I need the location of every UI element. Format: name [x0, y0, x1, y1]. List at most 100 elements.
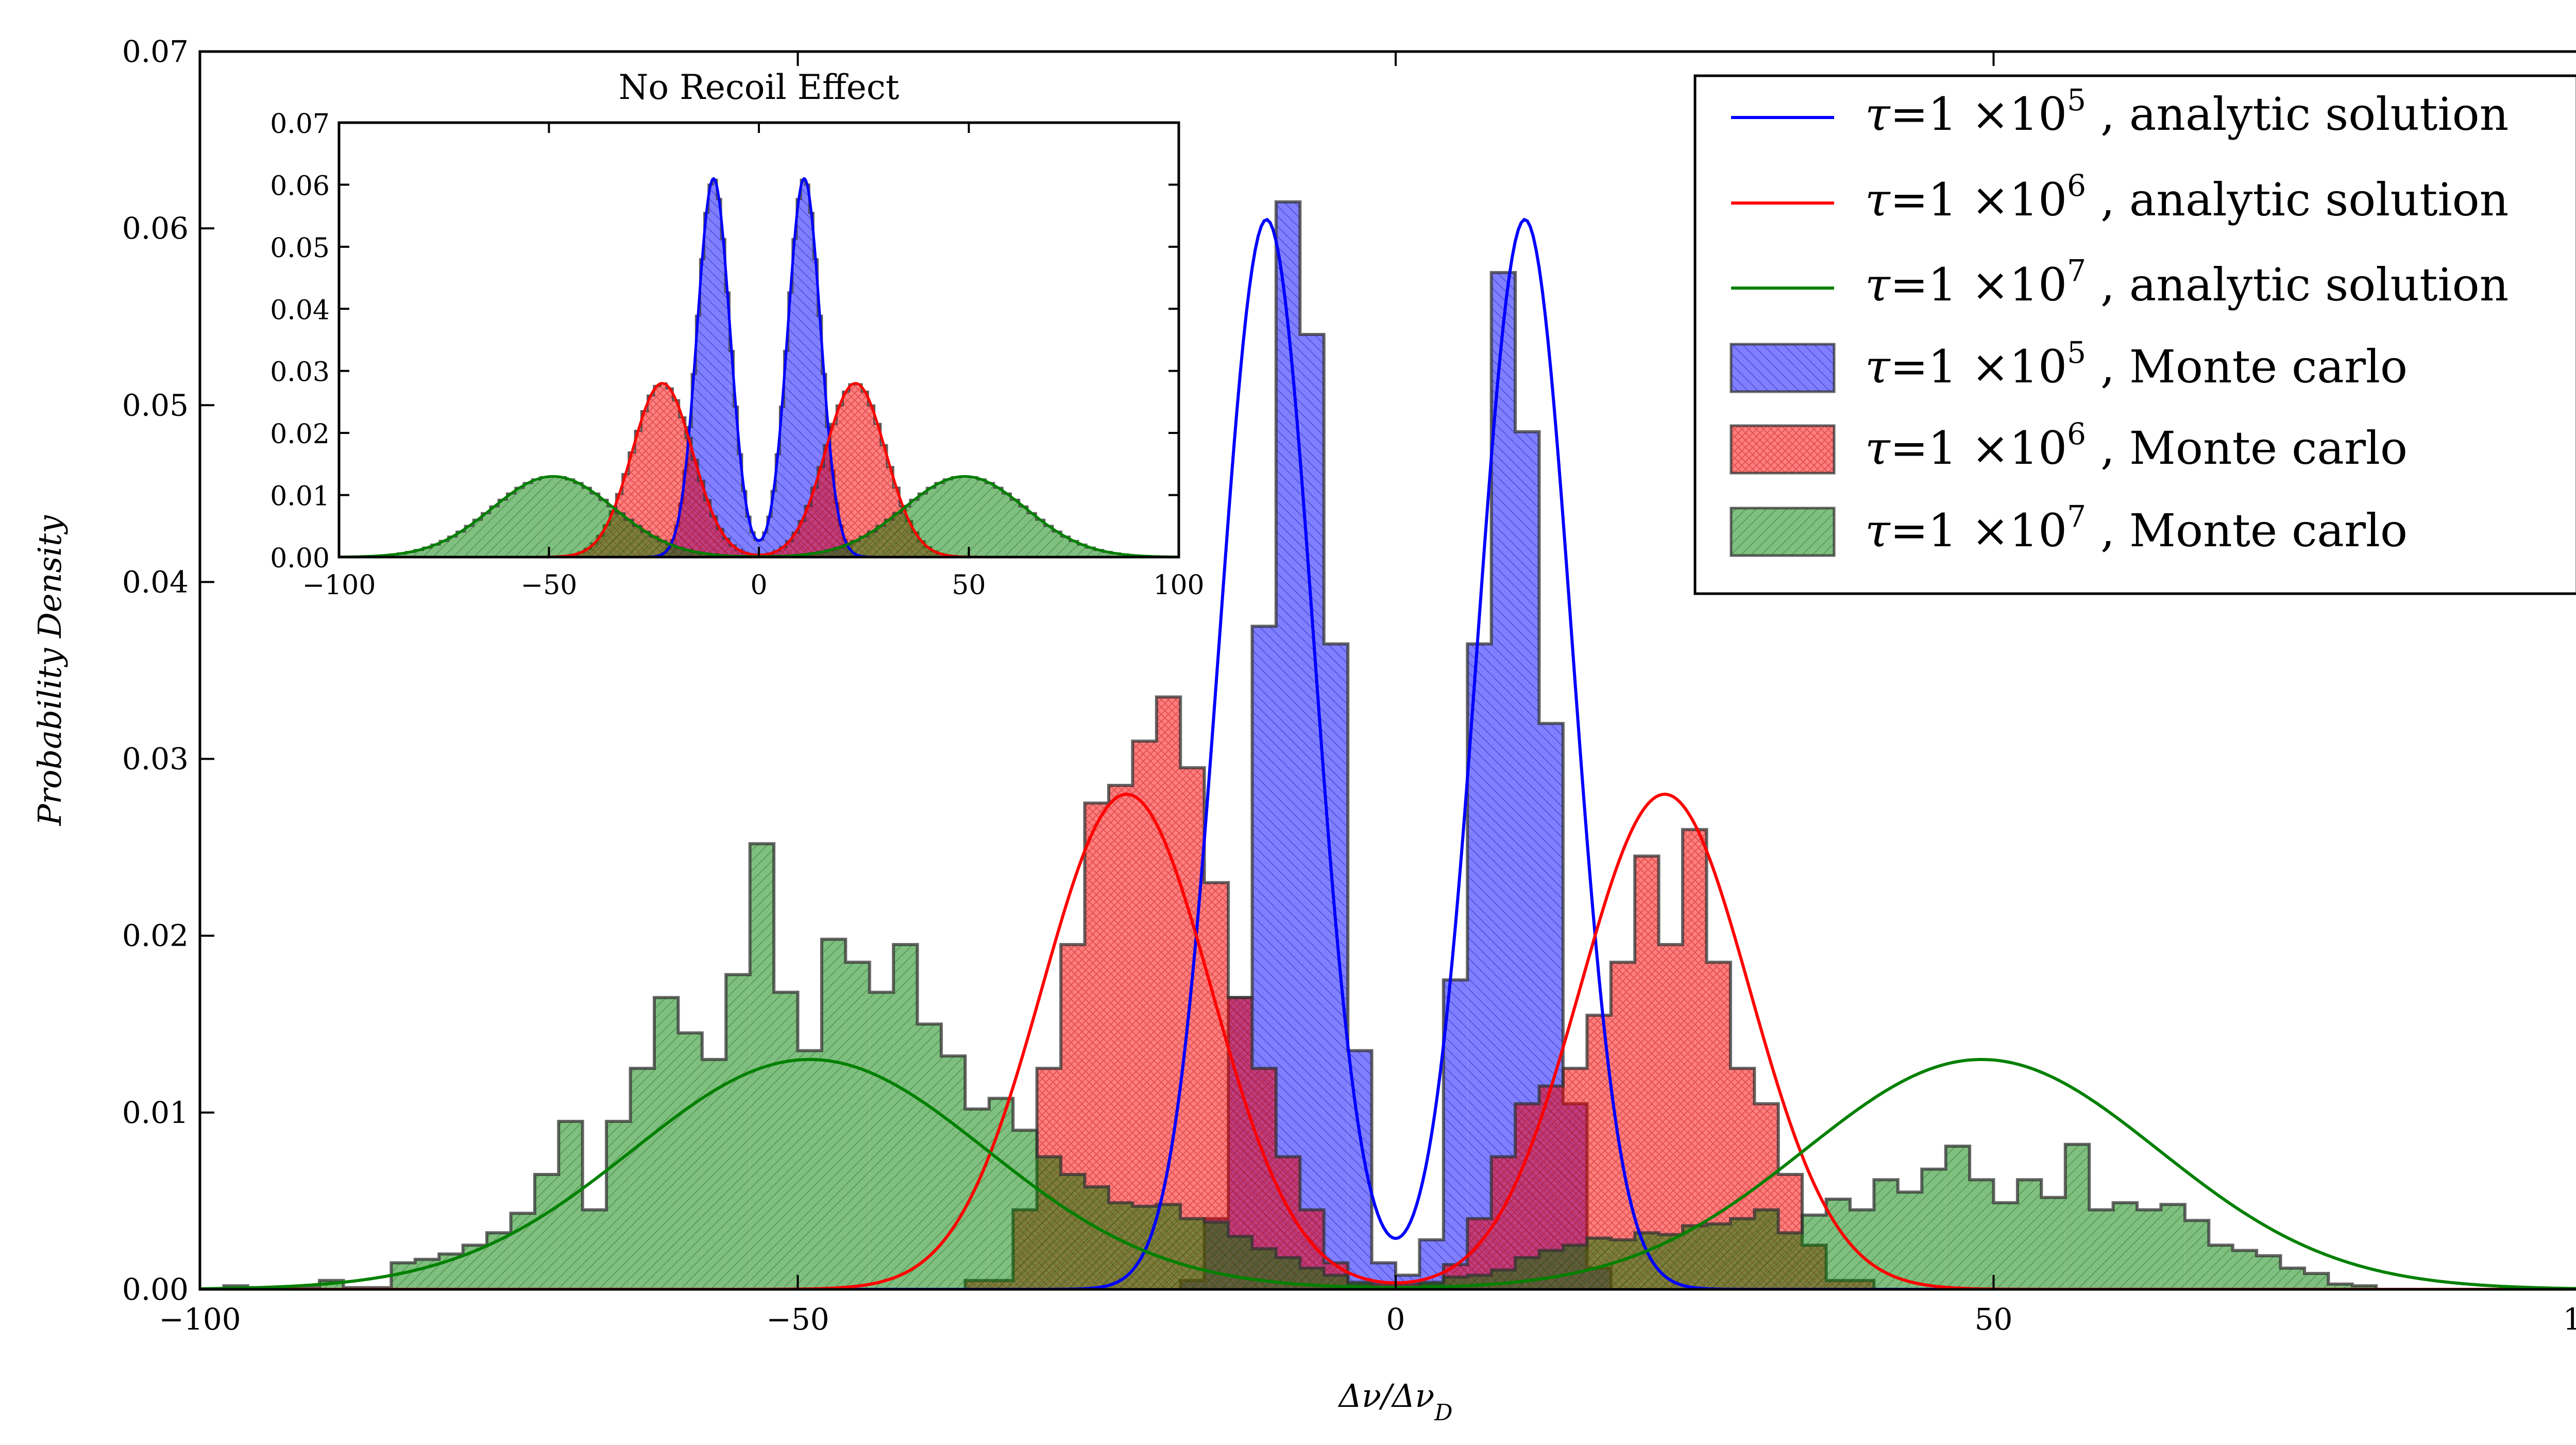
main-bar-green: [821, 939, 846, 1289]
inset-bar-green: [523, 483, 532, 557]
inset-bar-blue: [759, 540, 764, 557]
inset-bar-green: [473, 519, 482, 557]
inset-bar-green: [868, 531, 877, 557]
main-xtick-label: 100: [2563, 1302, 2576, 1337]
inset-bar-green: [507, 493, 516, 557]
main-bar-red: [1180, 767, 1205, 1289]
inset-bar-green: [943, 479, 952, 557]
inset-bar-blue: [801, 179, 805, 557]
inset-bar-green: [498, 499, 507, 557]
inset-bar-blue: [834, 503, 839, 557]
inset-bar-blue: [767, 516, 772, 557]
main-bar-green: [1013, 1130, 1037, 1289]
legend-label: τ=1 ×105 , Monte carlo: [1865, 335, 2408, 393]
inset-bar-green: [1070, 541, 1078, 557]
inset-bar-green: [700, 553, 709, 557]
legend-patch-swatch: [1730, 343, 1836, 393]
inset-bar-blue: [775, 454, 780, 557]
inset-bar-green: [490, 506, 499, 557]
legend-entry-montecarlo-blue: τ=1 ×105 , Monte carlo: [1730, 335, 2408, 393]
inset-bar-blue: [738, 454, 742, 557]
legend-entry-montecarlo-green: τ=1 ×107 , Monte carlo: [1730, 499, 2408, 557]
main-ytick-label: 0.04: [122, 564, 189, 599]
inset-bar-blue: [809, 213, 814, 557]
inset-bar-red: [660, 383, 667, 557]
main-ytick-label: 0.05: [122, 388, 189, 423]
inset-bar-green: [1061, 536, 1070, 557]
inset-xtick-label: 0: [750, 570, 767, 601]
inset-bar-green: [1036, 519, 1045, 557]
inset-bar-green: [591, 493, 600, 557]
inset-bar-green: [960, 476, 969, 557]
legend-label: τ=1 ×107 , analytic solution: [1865, 253, 2509, 311]
main-bar-green: [2232, 1250, 2257, 1289]
inset-bar-green: [994, 488, 1003, 557]
main-bar-green: [1993, 1202, 2018, 1289]
inset-bar-green: [1027, 513, 1036, 557]
inset-bar-green: [456, 531, 465, 557]
inset-bar-red: [849, 384, 856, 557]
inset-bar-green: [515, 488, 524, 557]
inset-bar-green: [1019, 506, 1028, 557]
inset-bar-green: [1078, 544, 1087, 557]
main-bar-green: [774, 992, 798, 1289]
inset-bar-green: [582, 488, 591, 557]
main-bar-blue: [1300, 334, 1324, 1289]
main-bar-blue: [1467, 644, 1492, 1289]
inset-bar-green: [650, 536, 658, 557]
inset-bar-green: [885, 519, 893, 557]
inset-bar-red: [710, 516, 717, 557]
inset-bar-red: [861, 391, 868, 557]
main-bar-green: [1180, 1218, 1205, 1289]
inset-bar-green: [398, 553, 406, 557]
inset-bar-green: [893, 513, 902, 557]
main-bar-green: [1778, 1233, 1803, 1289]
inset-bar-green: [952, 477, 961, 557]
main-histogram-outline-red: [963, 695, 1876, 1289]
main-bar-green: [798, 1050, 822, 1289]
inset-bar-red: [773, 551, 780, 557]
main-bar-green: [630, 1068, 654, 1289]
main-bar-green: [1515, 1257, 1539, 1289]
inset-bar-blue: [713, 179, 717, 557]
inset-bar-green: [1011, 499, 1020, 557]
inset-bar-green: [624, 519, 633, 557]
main-bar-green: [1467, 1275, 1492, 1289]
main-ytick-label: 0.00: [122, 1272, 189, 1307]
main-bar-green: [1730, 1218, 1755, 1289]
inset-bar-green: [574, 483, 583, 557]
inset-ytick-label: 0.07: [270, 109, 330, 140]
inset-bar-red: [824, 445, 831, 557]
inset-bar-green: [633, 526, 641, 557]
main-bar-green: [1539, 1250, 1563, 1289]
legend-label: τ=1 ×106 , Monte carlo: [1865, 416, 2408, 475]
inset-bar-green: [557, 477, 566, 557]
inset-bar-green: [1086, 547, 1095, 557]
inset-bar-blue: [750, 532, 755, 557]
main-bar-green: [2352, 1286, 2377, 1289]
legend-entry-analytic-green: τ=1 ×107 , analytic solution: [1731, 253, 2509, 311]
inset-bar-blue: [771, 491, 776, 557]
main-bar-green: [1683, 1225, 1707, 1289]
inset-bar-blue: [725, 292, 730, 557]
main-bar-green: [1706, 1224, 1731, 1289]
main-bar-red: [1683, 829, 1707, 1289]
main-bar-red: [1132, 741, 1157, 1289]
main-bar-green: [2280, 1268, 2304, 1289]
legend-patch-swatch: [1730, 424, 1836, 475]
inset-bar-green: [439, 541, 448, 557]
main-bar-green: [1635, 1233, 1659, 1289]
inset-bar-green: [834, 547, 843, 557]
inset-bar-blue: [734, 407, 738, 557]
main-ytick-label: 0.03: [122, 742, 189, 777]
main-bar-green: [2257, 1255, 2281, 1289]
main-bar-green: [702, 1059, 726, 1289]
inset-bar-green: [1103, 552, 1112, 557]
inset-bar-blue: [708, 184, 713, 557]
main-bar-green: [1970, 1180, 1994, 1289]
inset-bar-green: [969, 477, 977, 557]
legend-entry-analytic-blue: τ=1 ×105 , analytic solution: [1731, 82, 2509, 141]
main-bar-green: [2328, 1284, 2352, 1289]
main-bar-green: [534, 1174, 559, 1289]
